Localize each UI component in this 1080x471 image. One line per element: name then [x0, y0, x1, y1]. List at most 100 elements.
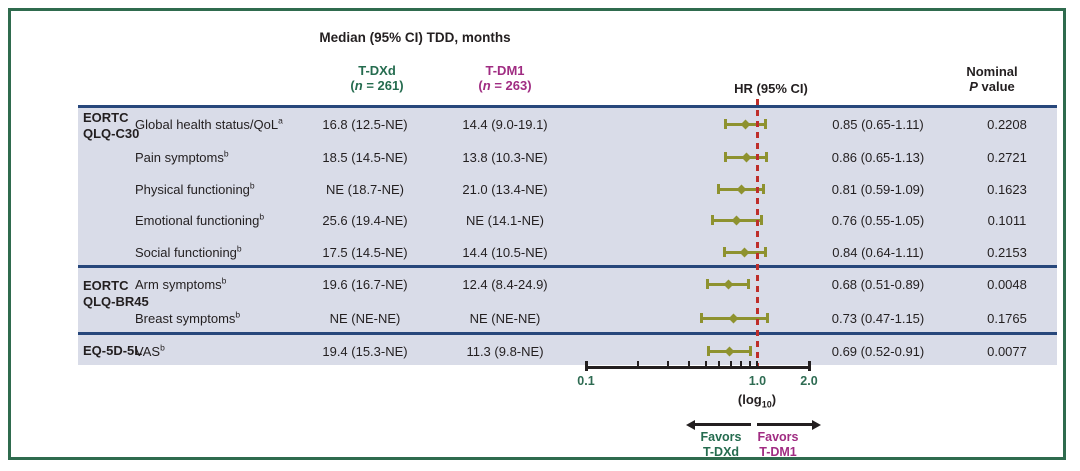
- axis-minor-tick: [704, 361, 707, 366]
- axis-minor-tick: [729, 361, 732, 366]
- hr-value: 0.85 (0.65-1.11): [832, 116, 924, 132]
- column-header-tdxd: T-DXd (n = 261): [307, 63, 447, 93]
- tdm1-label: T-DM1: [485, 63, 525, 78]
- row-measure-label: VASb: [135, 342, 165, 359]
- axis-minor-tick: [739, 361, 742, 366]
- separator-top: [78, 105, 1057, 108]
- footnote-marker: b: [249, 180, 255, 191]
- ci-cap-low: [722, 247, 726, 257]
- p-value: 0.2721: [987, 149, 1027, 165]
- tdxd-n-count: (n = 261): [350, 78, 404, 93]
- column-header-hr: HR (95% CI): [734, 81, 808, 96]
- hr-value: 0.86 (0.65-1.13): [831, 149, 925, 165]
- axis-minor-tick: [718, 361, 721, 366]
- favors-left-arrowhead-icon: [686, 419, 695, 430]
- row-measure-label: Social functioningb: [135, 243, 242, 260]
- ci-cap-low: [716, 184, 720, 194]
- ci-cap-high: [766, 313, 770, 323]
- footnote-marker: b: [223, 148, 229, 159]
- figure-border-frame: [8, 8, 1066, 460]
- axis-minor-tick: [636, 361, 639, 366]
- axis-baseline: [586, 366, 809, 369]
- tdxd-value: 18.5 (14.5-NE): [322, 149, 408, 165]
- ci-cap-high: [759, 215, 763, 225]
- row-measure-label: Pain symptomsb: [135, 148, 229, 165]
- axis-minor-tick: [748, 361, 751, 366]
- axis-minor-tick: [688, 361, 691, 366]
- ci-cap-low: [699, 313, 703, 323]
- table-shading: [78, 106, 1057, 365]
- ci-cap-high: [763, 247, 767, 257]
- footnote-marker: b: [235, 309, 241, 320]
- p-value: 0.0077: [987, 343, 1027, 359]
- ci-cap-high: [748, 346, 752, 356]
- pvalue-header-line1: Nominal: [966, 64, 1018, 79]
- tdxd-label: T-DXd: [358, 63, 396, 78]
- footnote-marker: b: [236, 243, 242, 254]
- tdxd-value: 16.8 (12.5-NE): [322, 116, 408, 132]
- ci-cap-high: [765, 152, 768, 162]
- p-value: 0.2208: [987, 116, 1027, 132]
- separator-group3: [78, 332, 1057, 335]
- reference-line-hr-1: [755, 99, 759, 367]
- group-label-qlq-c30: EORTC QLQ-C30: [83, 110, 140, 141]
- column-header-tdm1: T-DM1 (n = 263): [435, 63, 575, 93]
- ci-cap-low: [723, 119, 727, 129]
- row-measure-label: Arm symptomsb: [135, 275, 227, 292]
- tdm1-value: 12.4 (8.4-24.9): [462, 276, 548, 292]
- group-label-qlq-br45: EORTC QLQ-BR45: [83, 278, 149, 309]
- axis-endcap-right: [807, 361, 811, 371]
- group-label-eq-5d-5l: EQ-5D-5L: [83, 343, 143, 358]
- tdxd-value: NE (18.7-NE): [325, 181, 405, 197]
- favors-right-arrow-shaft: [757, 423, 812, 426]
- separator-group2: [78, 265, 1057, 268]
- axis-scale-label: (log10): [737, 392, 777, 410]
- row-measure-label: Breast symptomsb: [135, 309, 241, 326]
- row-measure-label: Emotional functioningb: [135, 211, 265, 228]
- tdm1-value: NE (14.1-NE): [465, 212, 545, 228]
- ci-cap-low: [711, 215, 715, 225]
- ci-cap-high: [762, 184, 766, 194]
- axis-minor-tick: [666, 361, 669, 366]
- favors-right-arrowhead-icon: [812, 419, 821, 430]
- footnote-marker: a: [278, 115, 283, 126]
- tdm1-value: 14.4 (10.5-NE): [462, 244, 548, 260]
- tdm1-value: 11.3 (9.8-NE): [466, 343, 544, 359]
- axis-tick-label: 0.1: [577, 374, 595, 388]
- footnote-marker: b: [221, 275, 227, 286]
- tdm1-value: NE (NE-NE): [469, 310, 541, 326]
- ci-cap-high: [747, 279, 751, 289]
- ci-cap-high: [763, 119, 767, 129]
- ci-cap-low: [705, 279, 709, 289]
- hr-value: 0.68 (0.51-0.89): [831, 276, 925, 292]
- tdxd-value: 19.4 (15.3-NE): [322, 343, 408, 359]
- axis-tick-label: 2.0: [800, 374, 818, 388]
- axis-tick-label: 1.0: [748, 374, 767, 388]
- tdm1-value: 21.0 (13.4-NE): [462, 181, 548, 197]
- favors-tdxd-label: Favors T-DXd: [700, 430, 742, 459]
- p-value: 0.0048: [987, 276, 1027, 292]
- hr-value: 0.76 (0.55-1.05): [831, 212, 925, 228]
- p-value: 0.2153: [987, 244, 1027, 260]
- row-measure-label: Global health status/QoLa: [135, 115, 283, 132]
- tdxd-value: 17.5 (14.5-NE): [322, 244, 408, 260]
- hr-value: 0.69 (0.52-0.91): [831, 343, 925, 359]
- tdm1-n-count: (n = 263): [478, 78, 532, 93]
- hr-value: 0.84 (0.64-1.11): [832, 244, 924, 260]
- footnote-marker: b: [160, 342, 165, 353]
- tdxd-value: NE (NE-NE): [329, 310, 401, 326]
- tdm1-value: 14.4 (9.0-19.1): [462, 116, 548, 132]
- tdxd-value: 25.6 (19.4-NE): [322, 212, 408, 228]
- axis-minor-tick: [756, 361, 759, 366]
- ci-cap-low: [723, 152, 727, 162]
- figure-title: Median (95% CI) TDD, months: [319, 30, 511, 45]
- favors-tdm1-label: Favors T-DM1: [757, 430, 799, 459]
- pvalue-header-line2: P value: [969, 79, 1015, 94]
- tdxd-value: 19.6 (16.7-NE): [322, 276, 408, 292]
- axis-endcap-left: [584, 361, 588, 371]
- hr-value: 0.81 (0.59-1.09): [831, 181, 925, 197]
- p-value: 0.1765: [987, 310, 1027, 326]
- p-value: 0.1623: [987, 181, 1027, 197]
- column-header-pvalue: Nominal P value: [932, 64, 1052, 94]
